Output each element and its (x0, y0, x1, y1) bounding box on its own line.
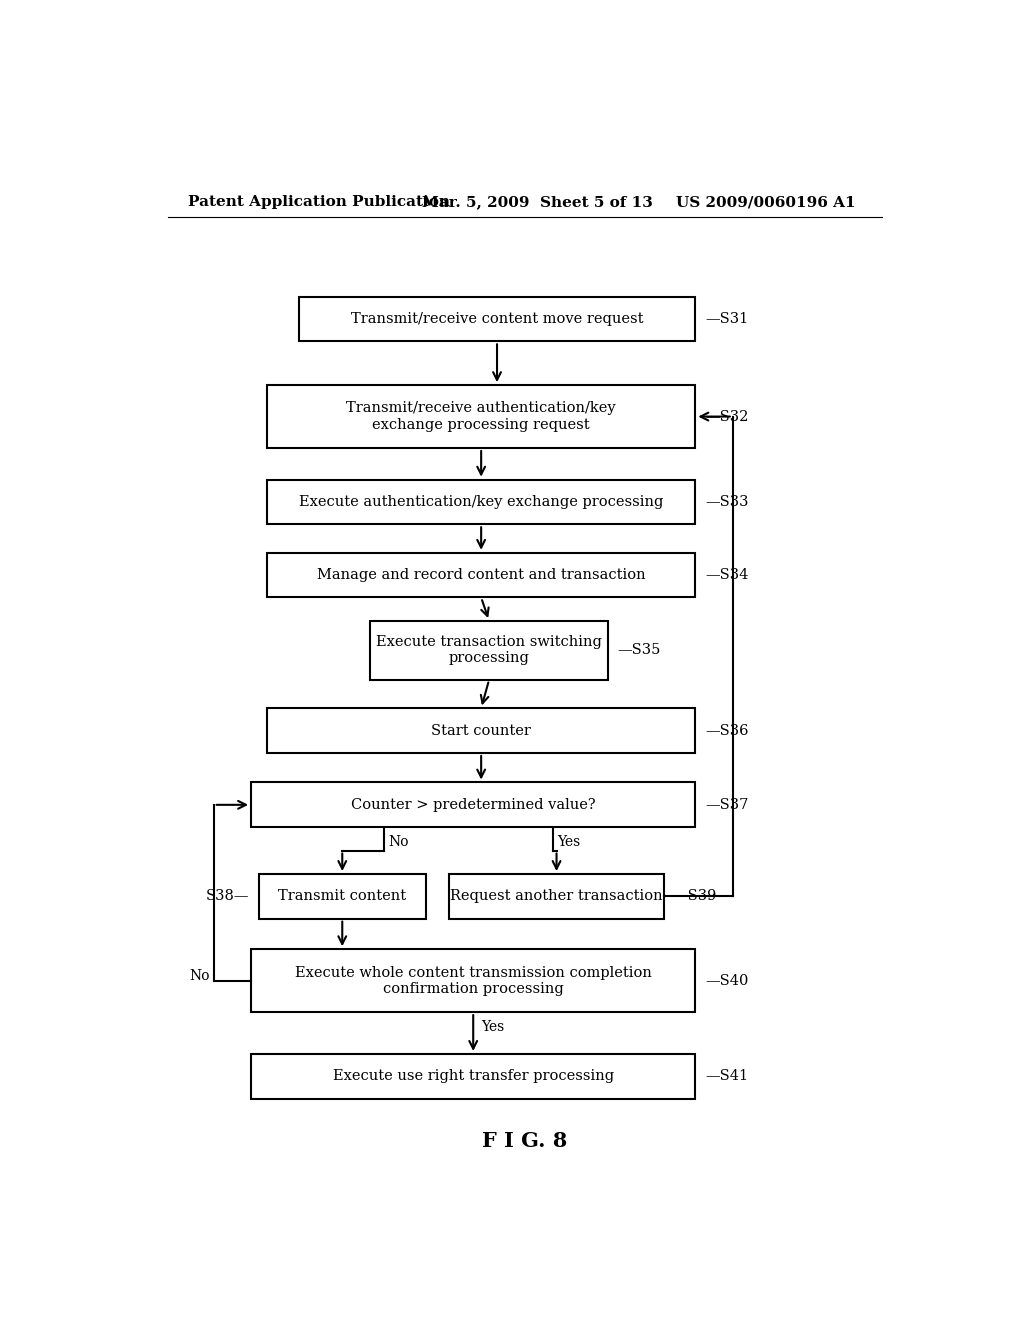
FancyBboxPatch shape (370, 620, 608, 680)
Text: Execute use right transfer processing: Execute use right transfer processing (333, 1069, 613, 1084)
Text: Yes: Yes (481, 1020, 505, 1035)
Text: —S36: —S36 (705, 723, 749, 738)
Text: No: No (189, 969, 210, 982)
Text: —S37: —S37 (705, 797, 749, 812)
Text: Start counter: Start counter (431, 723, 531, 738)
Text: Transmit/receive authentication/key
exchange processing request: Transmit/receive authentication/key exch… (346, 401, 616, 432)
FancyBboxPatch shape (267, 553, 695, 598)
Text: F I G. 8: F I G. 8 (482, 1131, 567, 1151)
FancyBboxPatch shape (267, 385, 695, 447)
Text: No: No (388, 836, 409, 849)
FancyBboxPatch shape (267, 709, 695, 752)
Text: —S32: —S32 (705, 409, 749, 424)
Text: Execute transaction switching
processing: Execute transaction switching processing (376, 635, 602, 665)
Text: Request another transaction: Request another transaction (451, 890, 663, 903)
Text: Manage and record content and transaction: Manage and record content and transactio… (316, 568, 645, 582)
FancyBboxPatch shape (299, 297, 695, 342)
FancyBboxPatch shape (251, 949, 695, 1012)
Text: —S33: —S33 (705, 495, 749, 510)
FancyBboxPatch shape (450, 874, 664, 919)
Text: —S34: —S34 (705, 568, 749, 582)
FancyBboxPatch shape (259, 874, 426, 919)
Text: —S35: —S35 (617, 643, 662, 657)
Text: Execute whole content transmission completion
confirmation processing: Execute whole content transmission compl… (295, 965, 651, 995)
Text: Counter > predetermined value?: Counter > predetermined value? (351, 797, 596, 812)
Text: —S40: —S40 (705, 974, 749, 987)
Text: —S41: —S41 (705, 1069, 749, 1084)
FancyBboxPatch shape (251, 783, 695, 828)
Text: Patent Application Publication: Patent Application Publication (187, 195, 450, 209)
Text: —S39: —S39 (673, 890, 717, 903)
Text: Yes: Yes (557, 836, 581, 849)
Text: Transmit content: Transmit content (279, 890, 407, 903)
FancyBboxPatch shape (267, 479, 695, 524)
Text: S38—: S38— (206, 890, 250, 903)
Text: US 2009/0060196 A1: US 2009/0060196 A1 (676, 195, 855, 209)
Text: —S31: —S31 (705, 312, 749, 326)
Text: Execute authentication/key exchange processing: Execute authentication/key exchange proc… (299, 495, 664, 510)
Text: Transmit/receive content move request: Transmit/receive content move request (351, 312, 643, 326)
Text: Mar. 5, 2009  Sheet 5 of 13: Mar. 5, 2009 Sheet 5 of 13 (422, 195, 652, 209)
FancyBboxPatch shape (251, 1053, 695, 1098)
